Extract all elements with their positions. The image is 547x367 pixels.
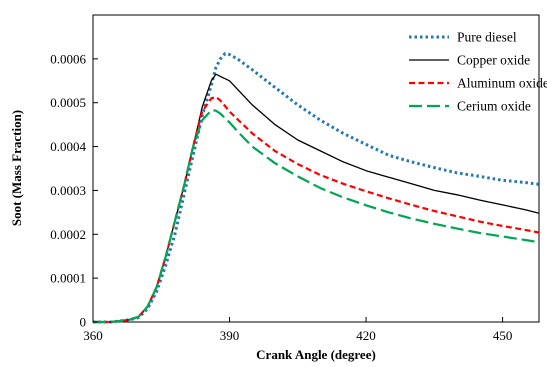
x-axis-title: Crank Angle (degree) [256,347,376,362]
x-tick-label: 390 [220,328,240,343]
series-layer [93,52,540,324]
y-tick-label: 0.0005 [50,95,86,110]
legend: Pure diesel Copper oxide Aluminum oxide Cer… [409,30,547,114]
y-tick-label: 0.0002 [50,227,86,242]
x-tick-label: 360 [83,328,103,343]
x-tick-label: 420 [356,328,376,343]
y-tick-label: 0 [80,315,87,330]
y-tick-label: 0.0006 [50,51,86,66]
y-tick-label: 0.0004 [50,139,86,154]
y-tick-label: 0.0001 [50,271,86,286]
series-line-pure-diesel [93,52,540,324]
y-axis-title: Soot (Mass Fraction) [9,110,24,226]
tick-layer: 0 0.0001 0.0002 0.0003 0.0004 0.0005 0.0006 360… [50,51,512,343]
series-line-cerium-oxide [93,109,540,324]
x-tick-label: 450 [493,328,513,343]
legend-label: Cerium oxide [457,99,531,114]
plot-frame [92,14,540,323]
y-tick-label: 0.0003 [50,183,86,198]
legend-label: Pure diesel [457,30,517,45]
legend-label: Aluminum oxide [457,76,547,91]
legend-label: Copper oxide [457,53,530,68]
